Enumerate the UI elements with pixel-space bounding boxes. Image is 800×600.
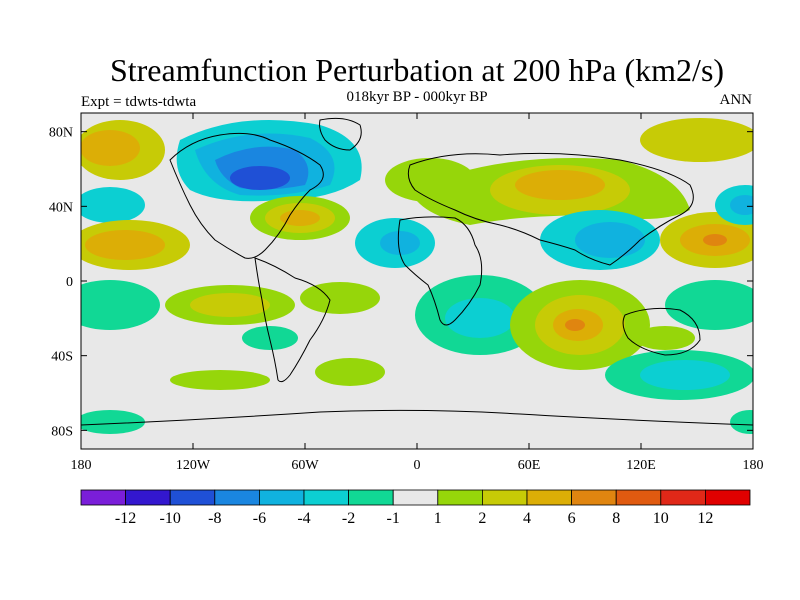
contour-region [81, 187, 145, 223]
colorbar-swatch [125, 489, 171, 506]
colorbar-label: -2 [342, 510, 355, 527]
colorbar-swatch [571, 489, 617, 506]
contour-region [640, 118, 753, 162]
plot-title: Streamfunction Perturbation at 200 hPa (… [109, 52, 725, 88]
colorbar-label: -6 [253, 510, 266, 527]
contour-region [730, 410, 753, 434]
y-tick-label: 80N [49, 126, 73, 141]
colorbar-swatch [392, 489, 439, 506]
contour-region [703, 234, 727, 246]
colorbar-swatch [481, 489, 528, 506]
colorbar-swatch [303, 489, 349, 506]
colorbar-label: 2 [478, 510, 486, 527]
eurasia-coast [407, 152, 694, 266]
y-tick-label: 40S [51, 350, 73, 365]
colorbar-label: -1 [387, 510, 400, 527]
experiment-label: Expt = tdwts-tdwta [81, 94, 197, 110]
africa-coast [397, 216, 483, 326]
colorbar-swatch [348, 489, 394, 506]
colorbar-swatch [258, 489, 305, 506]
coastlines [81, 117, 753, 426]
south-america-coast [254, 257, 331, 383]
antarctica-coast [81, 409, 753, 426]
colorbar-swatch [705, 489, 751, 506]
colorbar-swatch [615, 489, 662, 506]
colorbar: -12 -10 -8 -6 -4 -2 -1 1 2 4 6 8 10 12 [80, 489, 751, 527]
x-tick-label: 180 [743, 458, 764, 473]
north-america-coast [169, 132, 324, 259]
australia-coast [622, 307, 701, 356]
contour-region [380, 231, 420, 255]
colorbar-label: 6 [568, 510, 576, 527]
contour-region [640, 360, 730, 390]
colorbar-label: 8 [612, 510, 620, 527]
colorbar-label: -10 [160, 510, 181, 527]
colorbar-swatch [80, 489, 126, 506]
contour-region [315, 358, 385, 386]
colorbar-swatch [526, 489, 572, 506]
colorbar-label: -12 [115, 510, 136, 527]
contour-region [665, 280, 753, 330]
colorbar-label: 1 [434, 510, 442, 527]
contour-region [300, 282, 380, 314]
x-tick-label: 120W [176, 458, 211, 473]
contour-region [170, 370, 270, 390]
contour-region [575, 222, 645, 258]
contour-region [85, 230, 165, 260]
season-label: ANN [719, 92, 753, 108]
y-tick-label: 40N [49, 200, 73, 215]
colorbar-label: -4 [297, 510, 310, 527]
colorbar-label: 10 [653, 510, 669, 527]
x-tick-label: 120E [626, 458, 656, 473]
y-tick-label: 0 [66, 275, 73, 290]
contour-region [565, 319, 585, 331]
x-tick-label: 60E [518, 458, 541, 473]
contour-region [81, 280, 160, 330]
colorbar-swatch [169, 489, 216, 506]
contour-region [515, 170, 605, 200]
contour-field [81, 118, 753, 434]
y-tick-label: 80S [51, 424, 73, 439]
contour-region [730, 195, 753, 215]
colorbar-swatch [437, 489, 483, 506]
greenland-coast [319, 117, 362, 151]
contour-region [445, 298, 515, 338]
x-tick-label: 60W [291, 458, 319, 473]
colorbar-swatch [214, 489, 260, 506]
contour-region [190, 293, 270, 317]
x-tick-label: 180 [71, 458, 92, 473]
contour-region [635, 326, 695, 350]
axis-ticks: 180 120W 60W 0 60E 120E 180 80N 40N 0 40S 80S [49, 113, 764, 473]
colorbar-label: -8 [208, 510, 221, 527]
contour-region [280, 210, 320, 226]
colorbar-label: 12 [697, 510, 713, 527]
colorbar-label: 4 [523, 510, 531, 527]
contour-region [230, 166, 290, 190]
x-tick-label: 0 [414, 458, 421, 473]
colorbar-swatch [660, 489, 706, 506]
contour-region [81, 410, 145, 434]
contour-region [81, 130, 140, 166]
plot-subtitle: 018kyr BP - 000kyr BP [346, 89, 488, 105]
